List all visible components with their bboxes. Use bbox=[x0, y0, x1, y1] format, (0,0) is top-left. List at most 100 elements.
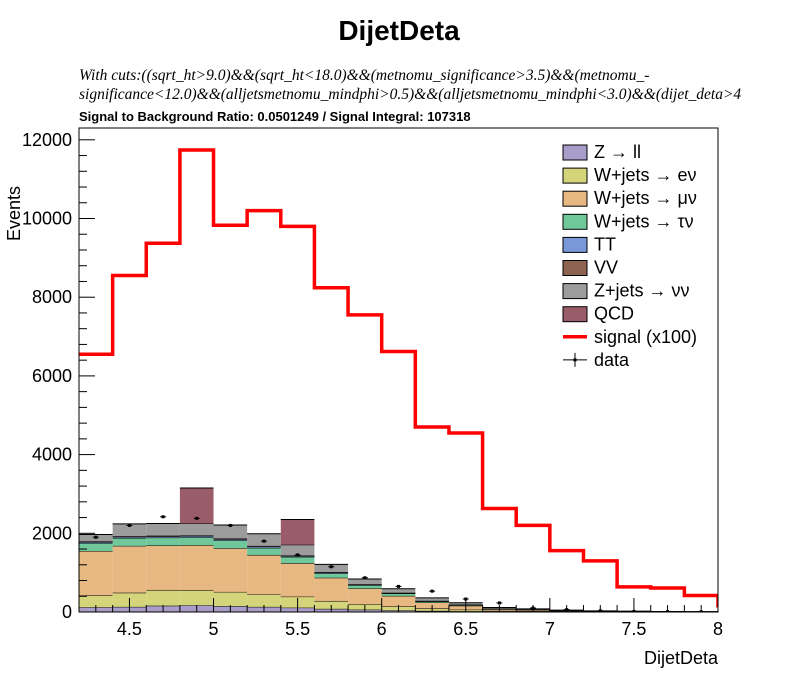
legend-label-signal: signal (x100) bbox=[594, 327, 697, 347]
stack-bar-3-5 bbox=[247, 547, 281, 555]
data-marker-2 bbox=[161, 515, 165, 519]
stack-bar-3-4 bbox=[213, 540, 248, 549]
legend-swatch-5 bbox=[562, 260, 588, 276]
y-tick-label: 10000 bbox=[22, 209, 72, 229]
data-marker-12 bbox=[497, 601, 501, 605]
data-marker-5 bbox=[262, 539, 266, 543]
x-tick-label: 4.5 bbox=[117, 619, 142, 639]
data-marker-1 bbox=[127, 523, 131, 527]
y-tick-label: 6000 bbox=[32, 366, 72, 386]
y-tick-label: 0 bbox=[62, 602, 72, 622]
data-marker-8 bbox=[363, 576, 367, 580]
stack-bar-2-7 bbox=[314, 577, 349, 601]
stack-bar-3-0 bbox=[79, 543, 113, 552]
y-axis-label: Events bbox=[4, 186, 24, 241]
stack-bar-2-9 bbox=[381, 595, 416, 607]
x-tick-label: 6.5 bbox=[453, 619, 478, 639]
legend-label-7: QCD bbox=[594, 304, 634, 324]
signal-histogram bbox=[79, 148, 718, 608]
stack-bar-1-3 bbox=[179, 590, 214, 606]
stack-bar-1-4 bbox=[213, 591, 248, 607]
data-marker-4 bbox=[228, 523, 232, 527]
stack-bar-4-2 bbox=[146, 536, 180, 538]
x-axis: 4.5 5 5.5 6 6.5 7 7.5 8 bbox=[78, 598, 723, 639]
stack-bar-6-2 bbox=[146, 523, 180, 536]
legend-swatch-4 bbox=[562, 236, 588, 253]
legend-swatch-3 bbox=[562, 213, 588, 230]
stack-bar-4-0 bbox=[79, 541, 113, 544]
legend-label-6: Z+jets → νν bbox=[594, 281, 690, 301]
legend-label-data: data bbox=[594, 350, 630, 370]
stack-bar-6-4 bbox=[213, 525, 248, 539]
stack-bar-3-6 bbox=[280, 556, 315, 564]
y-tick-label: 2000 bbox=[32, 523, 72, 543]
data-marker-7 bbox=[329, 565, 333, 569]
cuts-line-2: significance<12.0)&&(alljetsmetnomu_mind… bbox=[79, 86, 741, 103]
legend-label-2: W+jets → μν bbox=[594, 188, 697, 208]
data-marker-9 bbox=[397, 584, 400, 588]
stack-bar-1-7 bbox=[314, 600, 349, 609]
stacked-background bbox=[79, 487, 718, 612]
legend-label-4: TT bbox=[594, 234, 616, 254]
x-tick-label: 6 bbox=[377, 619, 387, 639]
stack-bar-6-8 bbox=[348, 578, 382, 585]
stack-bar-3-3 bbox=[179, 537, 214, 546]
legend-label-3: W+jets → τν bbox=[594, 211, 694, 231]
signal-background-ratio: Signal to Background Ratio: 0.0501249 / … bbox=[79, 109, 471, 124]
stack-bar-6-6 bbox=[280, 544, 315, 556]
stack-bar-3-1 bbox=[112, 538, 147, 546]
stack-bar-4-4 bbox=[213, 539, 248, 541]
stack-bar-2-5 bbox=[247, 554, 281, 595]
stack-bar-6-1 bbox=[112, 523, 147, 537]
x-tick-label: 5 bbox=[209, 619, 219, 639]
x-tick-label: 5.5 bbox=[285, 619, 310, 639]
stack-bar-3-2 bbox=[146, 537, 180, 546]
chart-title: DijetDeta bbox=[338, 15, 460, 46]
y-axis: 0 2000 4000 6000 8000 10000 12000 bbox=[22, 130, 95, 622]
signal-line bbox=[79, 148, 718, 608]
x-tick-label: 7.5 bbox=[621, 619, 646, 639]
y-tick-label: 8000 bbox=[32, 287, 72, 307]
legend-swatch-1 bbox=[562, 167, 588, 184]
cuts-line-1: With cuts:((sqrt_ht>9.0)&&(sqrt_ht<18.0)… bbox=[79, 67, 649, 84]
x-tick-label: 7 bbox=[545, 619, 555, 639]
stack-bar-7-6 bbox=[280, 519, 315, 545]
stack-bar-4-1 bbox=[112, 536, 147, 539]
data-marker-6 bbox=[296, 553, 300, 557]
legend-label-1: W+jets → eν bbox=[594, 165, 697, 185]
x-axis-label: DijetDeta bbox=[644, 648, 719, 668]
data-marker-10 bbox=[430, 589, 434, 593]
stack-bar-3-10 bbox=[415, 601, 449, 603]
stack-bar-4-3 bbox=[179, 536, 214, 538]
y-tick-label: 4000 bbox=[32, 445, 72, 465]
legend: Z → ll W+jets → eν W+jets → μν W+jets → τν T… bbox=[562, 142, 697, 370]
stack-bar-1-2 bbox=[146, 589, 180, 606]
stack-bar-2-6 bbox=[280, 563, 315, 597]
stack-bar-1-5 bbox=[247, 594, 281, 607]
legend-swatch-data-marker bbox=[573, 358, 577, 362]
legend-label-0: Z → ll bbox=[594, 142, 641, 162]
stack-bar-6-3 bbox=[179, 523, 214, 536]
legend-swatch-7 bbox=[562, 306, 588, 323]
x-tick-label: 8 bbox=[713, 619, 723, 639]
stack-bar-3-8 bbox=[348, 585, 382, 589]
stack-bar-2-1 bbox=[112, 545, 147, 593]
stack-bar-1-0 bbox=[79, 595, 113, 608]
legend-swatch-2 bbox=[562, 190, 588, 207]
legend-swatch-0 bbox=[562, 144, 588, 161]
stack-bar-2-0 bbox=[79, 551, 113, 596]
stack-bar-2-4 bbox=[213, 548, 248, 592]
stack-bar-4-5 bbox=[247, 546, 281, 548]
stack-bar-6-10 bbox=[415, 597, 449, 601]
stack-bar-3-7 bbox=[314, 573, 349, 578]
legend-swatch-6 bbox=[562, 283, 588, 300]
stack-bar-2-3 bbox=[179, 545, 214, 591]
stack-bar-2-8 bbox=[348, 588, 382, 605]
data-marker-0 bbox=[94, 535, 98, 539]
stack-bar-6-9 bbox=[381, 588, 416, 593]
stack-bar-2-2 bbox=[146, 545, 180, 590]
data-marker-3 bbox=[195, 516, 199, 520]
legend-label-5: VV bbox=[594, 258, 618, 278]
y-tick-label: 12000 bbox=[22, 130, 72, 150]
